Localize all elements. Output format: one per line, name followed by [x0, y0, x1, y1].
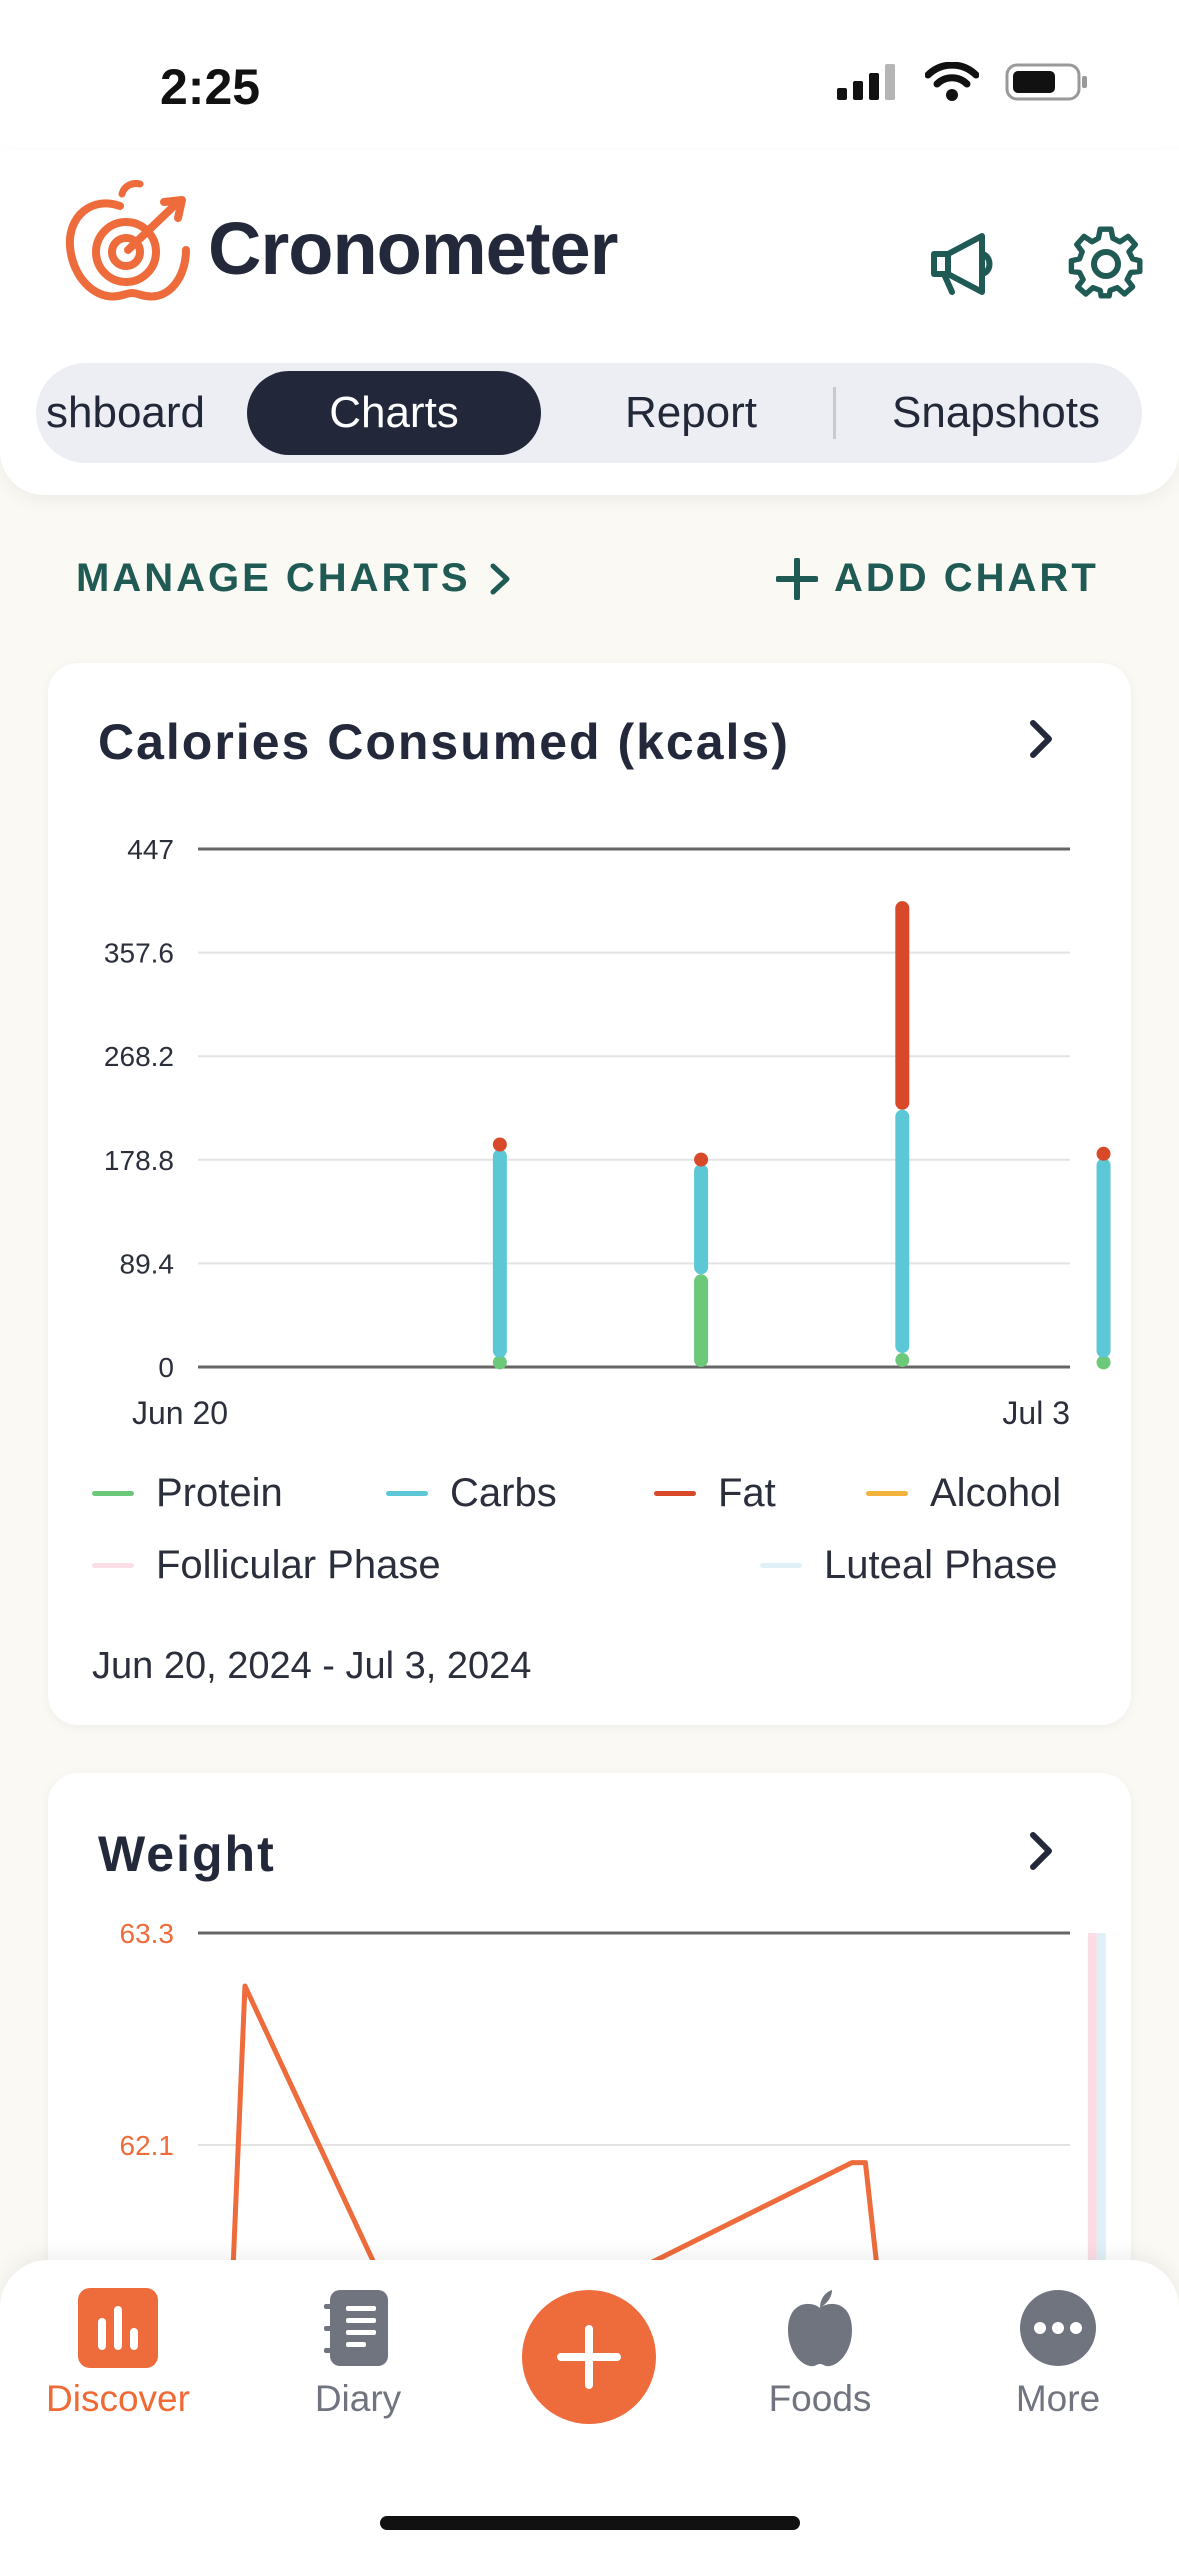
legend-swatch-fat — [654, 1491, 696, 1496]
add-entry-button[interactable] — [522, 2290, 656, 2424]
add-chart-button[interactable]: ADD CHART — [776, 556, 1099, 601]
y-tick-label: 63.3 — [120, 1918, 175, 1949]
tab-report[interactable]: Report — [624, 388, 758, 437]
gear-icon[interactable] — [1066, 222, 1146, 302]
chevron-right-icon — [490, 563, 510, 594]
chevron-right-icon[interactable] — [1021, 1831, 1061, 1871]
y-tick-label: 178.8 — [104, 1145, 174, 1176]
nav-diary[interactable]: Diary — [258, 2288, 458, 2420]
nav-more[interactable]: More — [958, 2288, 1158, 2420]
legend-label-carbs: Carbs — [450, 1471, 557, 1515]
nav-foods[interactable]: Foods — [720, 2288, 920, 2420]
bar-segment-fat — [1096, 1146, 1111, 1161]
nav-diary-label: Diary — [314, 2378, 402, 2419]
legend-swatch-protein — [92, 1491, 134, 1496]
battery-icon — [1005, 63, 1087, 101]
legend-swatch-alcohol — [866, 1491, 908, 1496]
luteal-phase-band — [1096, 1933, 1106, 2373]
legend-fat: Fat — [654, 1471, 776, 1516]
legend-protein: Protein — [92, 1471, 283, 1516]
bar-segment-protein — [895, 1353, 910, 1368]
add-chart-label: ADD CHART — [834, 556, 1099, 600]
plus-icon — [776, 557, 818, 600]
legend-label-luteal: Luteal Phase — [824, 1543, 1058, 1587]
bar-chart-icon — [78, 2288, 158, 2368]
legend-alcohol: Alcohol — [866, 1471, 1061, 1516]
calories-chart: 447 357.6 268.2 178.8 89.4 0 Jun 20 Jul 3 — [104, 834, 1111, 1431]
bar-segment-fat — [694, 1152, 709, 1167]
follicular-phase-band — [1087, 1933, 1097, 2373]
status-icons — [837, 62, 1089, 102]
legend-carbs: Carbs — [386, 1471, 557, 1516]
bottom-navigation: Discover Diary Foods — [0, 2260, 1179, 2556]
bar-segment-protein — [492, 1355, 507, 1370]
nav-discover-label: Discover — [46, 2378, 190, 2419]
weight-chart-title: Weight — [98, 1826, 276, 1882]
cellular-signal-icon — [837, 64, 895, 100]
legend-swatch-carbs — [386, 1491, 428, 1496]
y-tick-label: 268.2 — [104, 1041, 174, 1072]
ellipsis-icon — [1020, 2290, 1096, 2366]
nav-foods-label: Foods — [768, 2378, 872, 2419]
nav-discover[interactable]: Discover — [18, 2288, 218, 2420]
y-tick-label: 0 — [158, 1352, 174, 1383]
wifi-icon — [925, 62, 979, 101]
bar-segment-fat — [492, 1137, 507, 1152]
x-tick-label: Jul 3 — [1002, 1395, 1070, 1431]
y-tick-label: 89.4 — [120, 1248, 175, 1279]
status-time: 2:25 — [160, 59, 261, 115]
home-indicator — [380, 2516, 800, 2530]
legend-label-follicular: Follicular Phase — [156, 1543, 441, 1587]
y-tick-label: 447 — [127, 834, 174, 865]
legend-luteal-phase: Luteal Phase — [760, 1543, 1058, 1588]
nav-more-label: More — [1015, 2378, 1101, 2419]
y-tick-label: 357.6 — [104, 938, 174, 969]
megaphone-icon[interactable] — [924, 222, 1004, 302]
manage-charts-label: MANAGE CHARTS — [76, 556, 471, 600]
legend-follicular-phase: Follicular Phase — [92, 1543, 441, 1588]
apple-target-logo — [65, 180, 190, 301]
x-tick-label: Jun 20 — [132, 1395, 228, 1431]
notebook-icon — [324, 2290, 388, 2366]
legend-label-fat: Fat — [718, 1471, 776, 1515]
chart-date-range: Jun 20, 2024 - Jul 3, 2024 — [92, 1645, 532, 1687]
y-tick-label: 62.1 — [120, 2130, 175, 2161]
legend-label-protein: Protein — [156, 1471, 283, 1515]
tab-divider — [833, 387, 836, 439]
status-bar: 2:25 — [0, 0, 1179, 150]
legend-swatch-luteal — [760, 1563, 802, 1568]
section-tabs: shboard Charts Report Snapshots — [36, 363, 1142, 463]
chevron-right-icon[interactable] — [1021, 719, 1061, 759]
calories-chart-card[interactable]: Calories Consumed (kcals) 447 357.6 268.2 1… — [48, 663, 1131, 1725]
tab-dashboard[interactable]: shboard — [46, 388, 206, 437]
legend-swatch-follicular — [92, 1563, 134, 1568]
apple-icon — [788, 2290, 852, 2367]
app-header: Cronometer shboard Charts Report Snapsho… — [0, 150, 1179, 495]
manage-charts-button[interactable]: MANAGE CHARTS — [76, 556, 513, 601]
calories-chart-title: Calories Consumed (kcals) — [98, 714, 790, 770]
legend-label-alcohol: Alcohol — [930, 1471, 1062, 1515]
plus-icon — [557, 2325, 621, 2389]
bar-segment-protein — [1096, 1355, 1111, 1370]
app-title: Cronometer — [208, 207, 618, 290]
tab-snapshots[interactable]: Snapshots — [892, 388, 1100, 437]
tab-charts[interactable]: Charts — [247, 371, 541, 455]
